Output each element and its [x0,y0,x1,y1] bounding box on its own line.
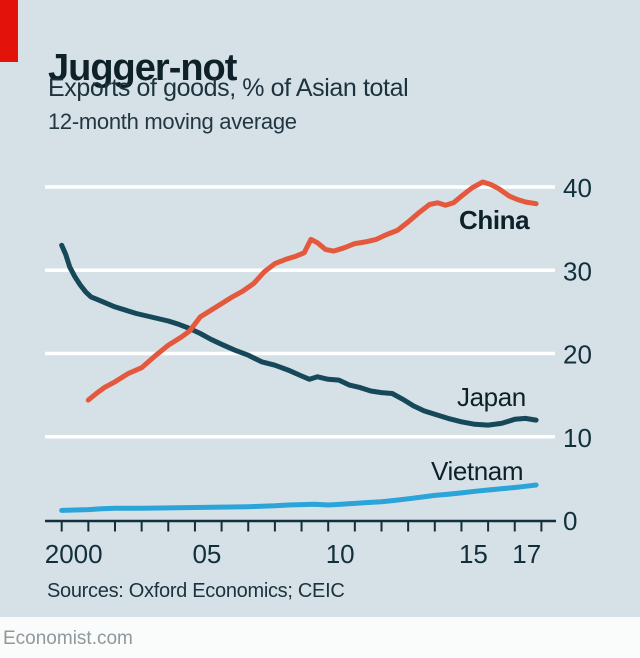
chart-title: Jugger-not [48,47,237,90]
series-line-china [85,179,539,403]
series-label-japan: Japan [457,382,526,412]
site-name: Economist.com [3,628,133,649]
x-tick-label: 10 [326,539,355,569]
site-footer: Economist.com [0,617,640,658]
line-chart-canvas: 0 10 20 30 40 2000 05 10 15 17 [45,173,592,569]
x-tick-label: 2000 [45,539,103,569]
y-tick-label: 20 [563,340,592,370]
series-label-china: China [459,205,530,235]
x-tick-label: 17 [512,539,541,569]
series-line-japan [59,242,539,428]
chart-note: 12-month moving average [48,109,297,134]
y-tick-label: 0 [563,506,577,536]
y-tick-label: 30 [563,256,592,286]
x-tick-label: 15 [459,539,488,569]
chart-subtitle: Exports of goods, % of Asian total [48,74,409,102]
x-tick-label: 05 [192,539,221,569]
y-tick-label: 40 [563,173,592,203]
y-tick-label: 10 [563,423,592,453]
chart-card: Jugger-not Exports of goods, % of Asian … [0,0,640,617]
series-line-vietnam [59,482,539,513]
sources-note: Sources: Oxford Economics; CEIC [47,580,345,602]
series-label-vietnam: Vietnam [431,456,524,486]
economist-red-tab [0,0,18,62]
